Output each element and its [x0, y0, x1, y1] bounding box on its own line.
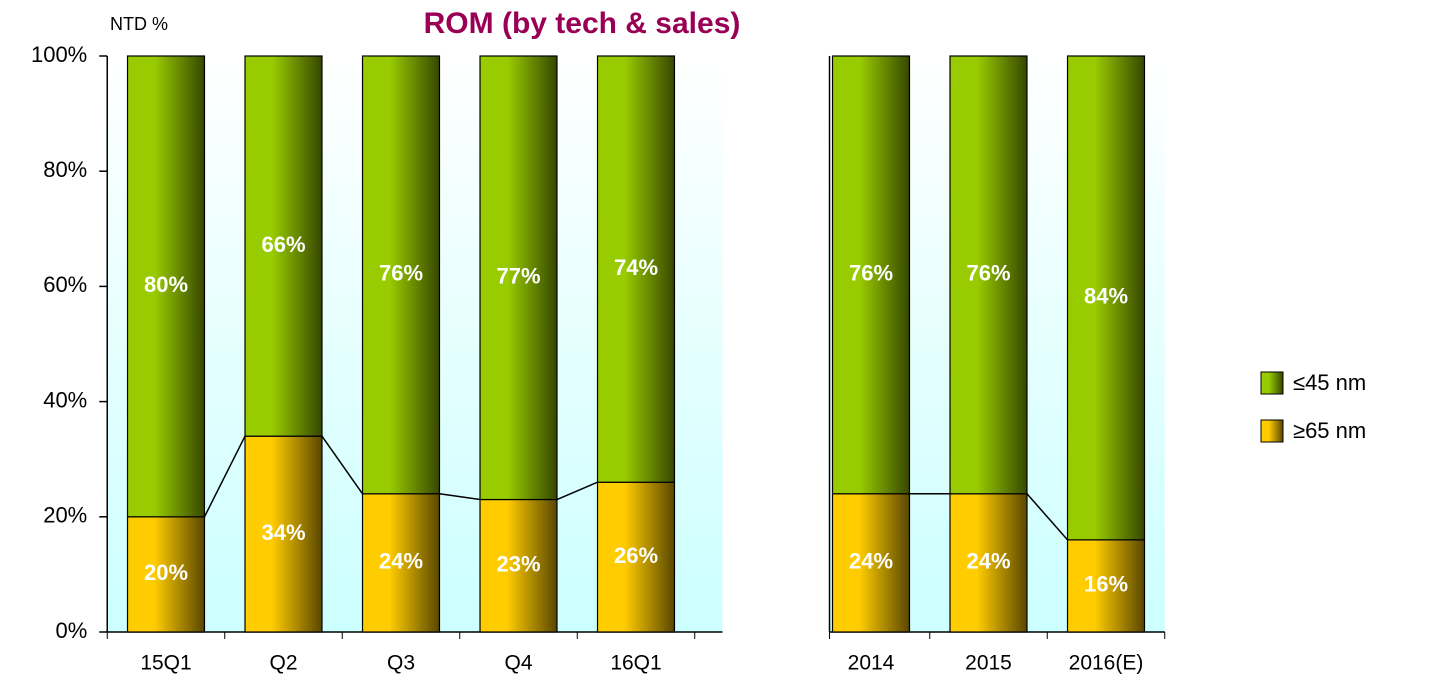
bar-segment	[831, 493, 911, 633]
value-label: 16%	[1084, 572, 1128, 597]
value-label: 76%	[849, 261, 893, 286]
bar-segment	[126, 516, 206, 633]
bar-segment	[831, 55, 911, 495]
y-tick-label: 40%	[43, 387, 87, 412]
chart-title: ROM (by tech & sales)	[424, 7, 741, 40]
x-tick-label: Q3	[387, 652, 415, 675]
value-label: 23%	[496, 552, 540, 577]
bar-segment	[1066, 55, 1146, 541]
value-label: 76%	[966, 261, 1010, 286]
bar-segment	[479, 55, 558, 501]
legend-swatch	[1260, 419, 1284, 443]
x-tick-label: 15Q1	[140, 652, 191, 675]
value-label: 26%	[614, 543, 658, 568]
series-line	[1026, 493, 1069, 541]
value-label: 80%	[144, 272, 188, 297]
bar-segment	[126, 55, 206, 518]
value-label: 74%	[614, 255, 658, 280]
bar-segment	[244, 435, 323, 633]
y-tick-label: 0%	[55, 618, 87, 643]
x-tick-label: Q4	[504, 652, 532, 675]
y-tick-label: 20%	[43, 503, 87, 528]
bar-segment	[361, 493, 441, 633]
legend-label: ≤45 nm	[1293, 370, 1366, 395]
value-label: 84%	[1084, 284, 1128, 309]
bar-segment	[949, 55, 1028, 495]
value-label: 20%	[144, 560, 188, 585]
bar-segment	[596, 481, 676, 633]
value-label: 66%	[261, 232, 305, 257]
series-line	[439, 493, 481, 501]
x-tick-label: 2016(E)	[1069, 652, 1144, 675]
value-label: 24%	[849, 549, 893, 574]
x-tick-label: Q2	[269, 652, 297, 675]
value-label: 24%	[379, 549, 423, 574]
value-label: 76%	[379, 261, 423, 286]
y-axis-label: NTD %	[110, 14, 168, 34]
y-tick-label: 60%	[43, 272, 87, 297]
legend-swatch	[1260, 371, 1284, 395]
x-tick-label: 16Q1	[610, 652, 661, 675]
bar-segment	[361, 55, 441, 495]
bar-segment	[949, 493, 1028, 633]
series-line	[203, 435, 246, 518]
x-tick-label: 2015	[965, 652, 1012, 675]
bar-segment	[596, 55, 676, 483]
legend-label: ≥65 nm	[1293, 418, 1366, 443]
series-line	[556, 481, 598, 501]
series-line	[321, 435, 364, 495]
value-label: 24%	[966, 549, 1010, 574]
bar-segment	[479, 498, 558, 633]
y-tick-label: 80%	[43, 157, 87, 182]
bar-segment	[244, 55, 323, 437]
y-tick-label: 100%	[31, 42, 87, 67]
value-label: 77%	[496, 264, 540, 289]
value-label: 34%	[261, 520, 305, 545]
x-tick-label: 2014	[848, 652, 895, 675]
